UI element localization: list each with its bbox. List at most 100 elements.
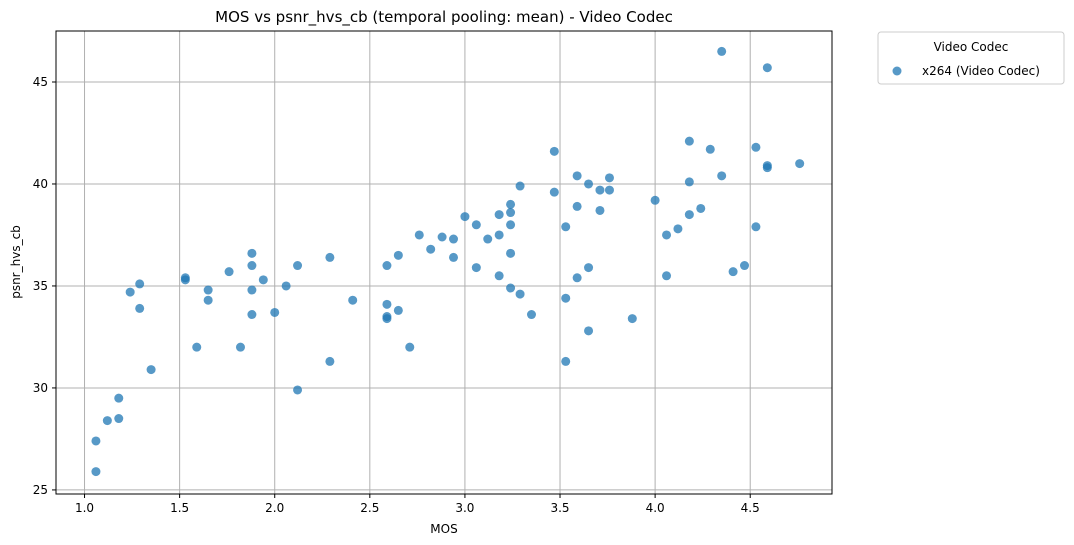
data-point [494, 271, 504, 281]
data-point [515, 289, 525, 299]
x-tick-label: 2.0 [265, 501, 284, 515]
data-point [102, 416, 112, 426]
data-point [662, 271, 672, 281]
data-point [584, 326, 594, 336]
x-axis-label: MOS [430, 522, 457, 536]
data-point [650, 195, 660, 205]
data-point [382, 299, 392, 309]
legend-box [877, 31, 1065, 85]
data-point [91, 467, 101, 477]
chart-title: MOS vs psnr_hvs_cb (temporal pooling: me… [215, 8, 673, 27]
data-point [627, 314, 637, 324]
data-point [494, 210, 504, 220]
y-tick-label: 45 [33, 75, 48, 89]
data-point [684, 136, 694, 146]
data-point [795, 159, 805, 169]
y-tick-label: 30 [33, 381, 48, 395]
data-point [270, 307, 280, 317]
data-point [595, 185, 605, 195]
data-point [673, 224, 683, 234]
data-point [506, 199, 516, 209]
data-point [696, 203, 706, 213]
data-point [684, 177, 694, 187]
data-point [762, 163, 772, 173]
data-point [762, 63, 772, 73]
data-point [180, 275, 190, 285]
x-axis-ticks: 1.0 1.5 2.0 2.5 3.0 3.5 4.0 4.5 [75, 494, 760, 515]
y-tick-label: 35 [33, 279, 48, 293]
x-tick-label: 3.0 [455, 501, 474, 515]
legend-marker [892, 66, 902, 76]
data-point [751, 222, 761, 232]
data-point [192, 342, 202, 352]
data-point [572, 273, 582, 283]
data-point [449, 234, 459, 244]
data-point [247, 261, 257, 271]
data-point [125, 287, 135, 297]
data-point [572, 171, 582, 181]
data-point [506, 208, 516, 218]
data-point [561, 356, 571, 366]
data-point [506, 220, 516, 230]
data-point [584, 179, 594, 189]
data-point [684, 210, 694, 220]
data-point [293, 261, 303, 271]
data-point [494, 230, 504, 240]
data-point [506, 283, 516, 293]
grid-lines [56, 31, 832, 494]
data-point [114, 414, 124, 424]
data-point [549, 187, 559, 197]
x-tick-label: 4.5 [741, 501, 760, 515]
data-point [483, 234, 493, 244]
data-point [449, 252, 459, 262]
x-tick-label: 3.5 [550, 501, 569, 515]
y-tick-label: 40 [33, 177, 48, 191]
x-tick-label: 1.5 [170, 501, 189, 515]
data-point [717, 46, 727, 56]
data-point [114, 393, 124, 403]
data-point [584, 263, 594, 273]
y-tick-label: 25 [33, 483, 48, 497]
data-point [224, 267, 234, 277]
data-point [437, 232, 447, 242]
data-point [247, 310, 257, 320]
data-points [91, 46, 805, 477]
data-point [91, 436, 101, 446]
data-point [460, 212, 470, 222]
data-point [247, 285, 257, 295]
y-axis-ticks: 25 30 35 40 45 [33, 75, 56, 497]
data-point [348, 295, 358, 305]
data-point [426, 244, 436, 254]
data-point [135, 279, 145, 289]
data-point [506, 248, 516, 258]
plot-frame [55, 30, 833, 495]
legend-title: Video Codec [934, 40, 1009, 54]
data-point [604, 173, 614, 183]
data-point [293, 385, 303, 395]
data-point [572, 201, 582, 211]
data-point [135, 303, 145, 313]
data-point [515, 181, 525, 191]
data-point [382, 314, 392, 324]
data-point [471, 220, 481, 230]
data-point [414, 230, 424, 240]
x-tick-label: 1.0 [75, 501, 94, 515]
data-point [235, 342, 245, 352]
data-point [561, 293, 571, 303]
data-point [258, 275, 268, 285]
x-tick-label: 4.0 [646, 501, 665, 515]
legend: Video Codec x264 (Video Codec) [877, 31, 1065, 85]
data-point [705, 144, 715, 154]
data-point [549, 146, 559, 156]
data-point [526, 310, 536, 320]
x-tick-label: 2.5 [360, 501, 379, 515]
legend-series-label: x264 (Video Codec) [922, 64, 1040, 78]
data-point [325, 252, 335, 262]
data-point [405, 342, 415, 352]
data-point [325, 356, 335, 366]
data-point [393, 305, 403, 315]
data-point [561, 222, 571, 232]
data-point [382, 261, 392, 271]
data-point [751, 142, 761, 152]
